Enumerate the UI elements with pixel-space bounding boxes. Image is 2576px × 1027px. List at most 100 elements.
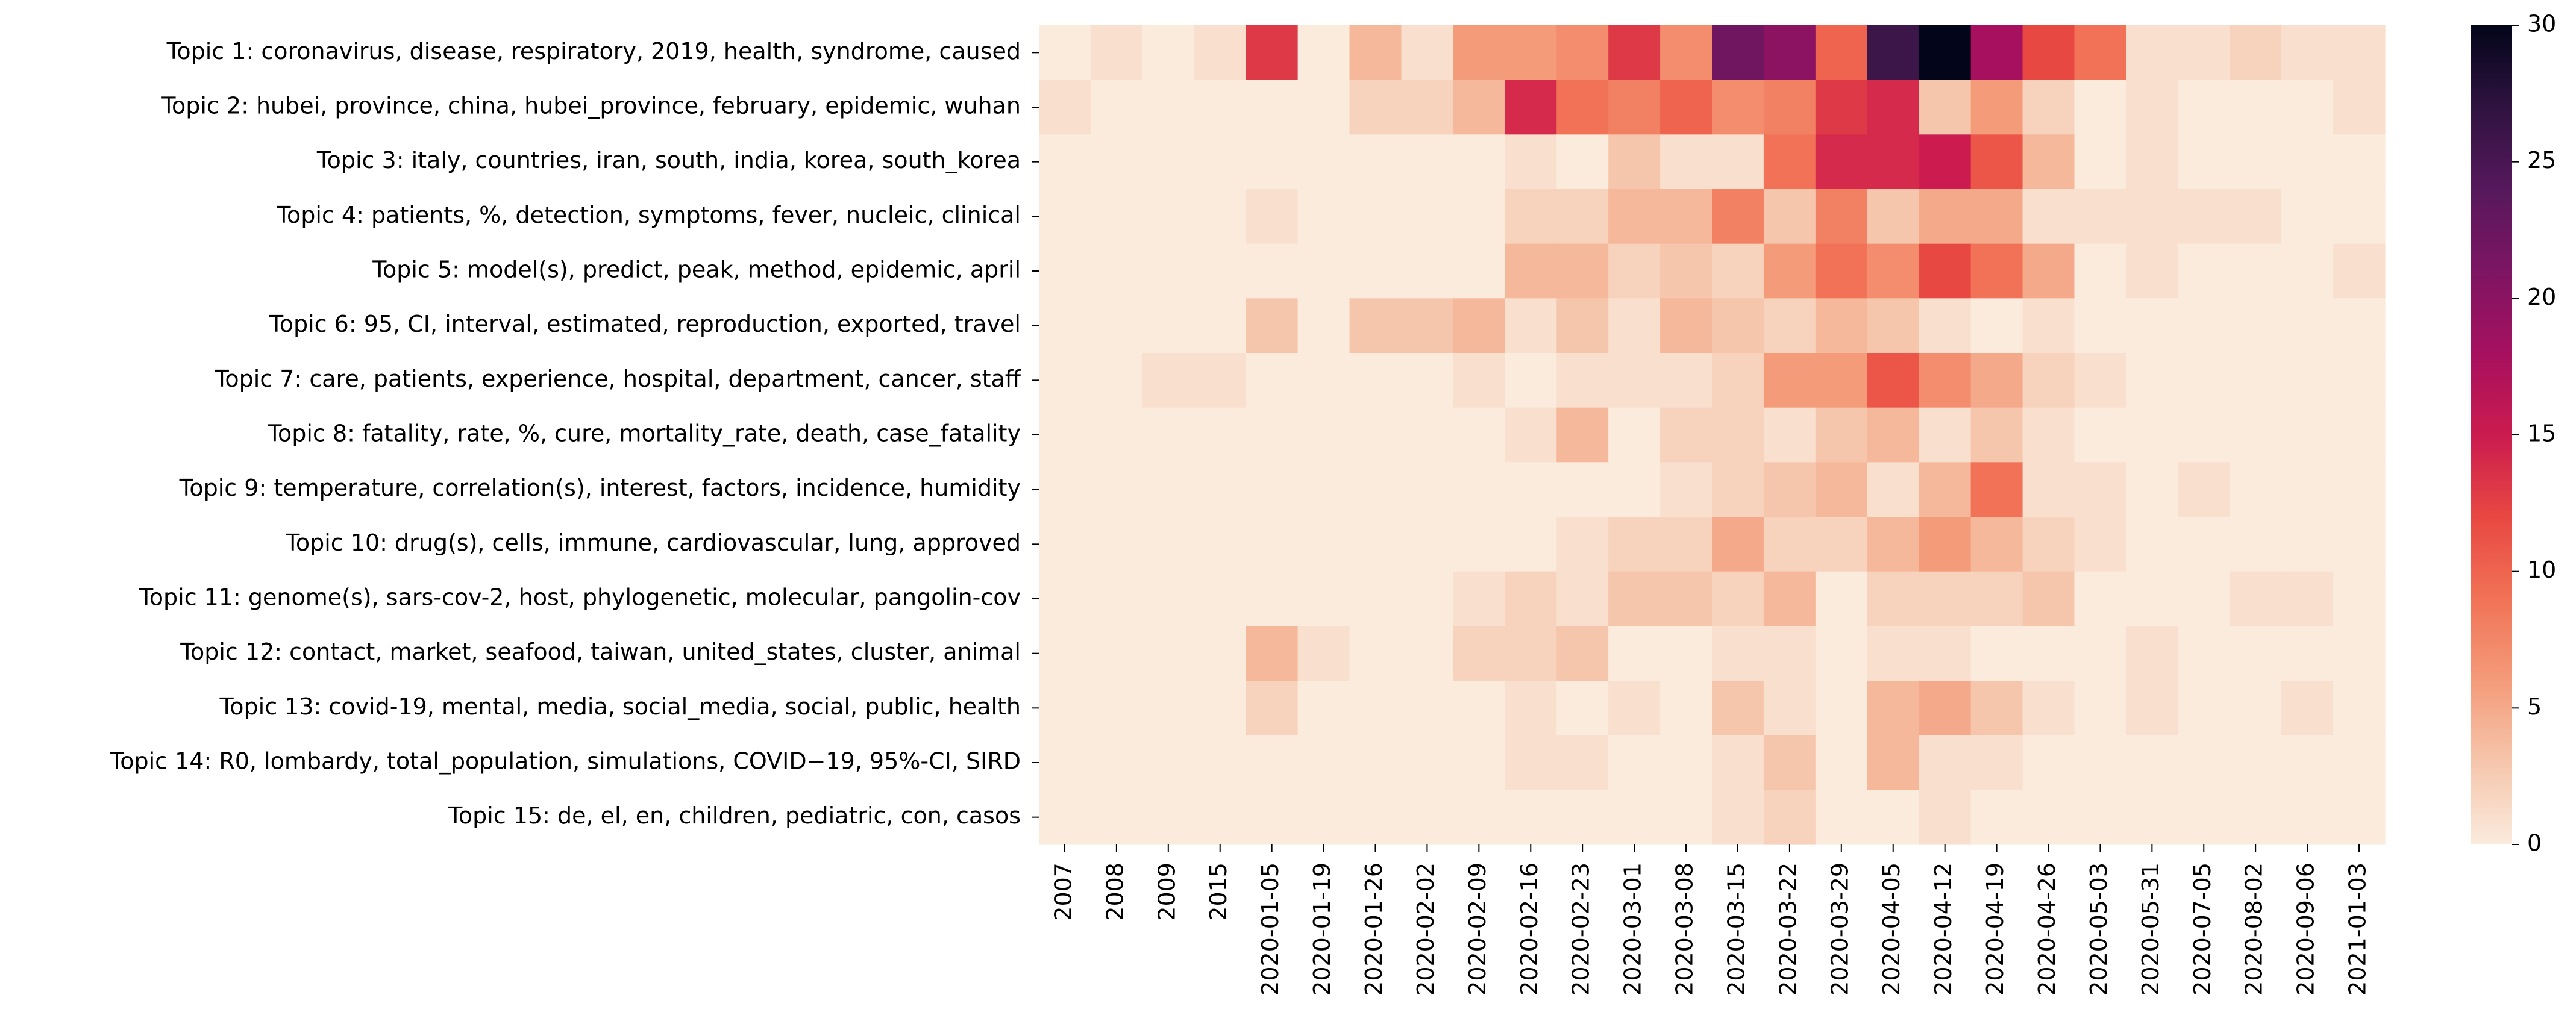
heatmap-cell <box>2022 735 2075 790</box>
colorbar-tick-label: 0 <box>2527 830 2542 857</box>
heatmap-cell <box>1712 790 1764 845</box>
heatmap-cell <box>2022 134 2075 190</box>
heatmap-cell <box>2230 134 2282 190</box>
heatmap-cell <box>1608 25 1661 81</box>
heatmap-cell <box>2333 353 2386 408</box>
heatmap-cell <box>1556 134 1609 190</box>
heatmap-cell <box>2230 571 2282 626</box>
heatmap-cell <box>2281 462 2334 517</box>
heatmap-cell <box>1453 243 1505 299</box>
heatmap-cell <box>1919 790 1972 845</box>
heatmap-cell <box>1660 790 1713 845</box>
heatmap-cell <box>1297 571 1350 626</box>
heatmap-cell <box>1246 407 1299 463</box>
heatmap-cell <box>1142 243 1195 299</box>
heatmap-cell <box>1763 517 1816 572</box>
heatmap-cell <box>1712 571 1764 626</box>
heatmap-cell <box>1763 243 1816 299</box>
heatmap-cell <box>2178 735 2230 790</box>
x-tick-label: 2020-01-05 <box>1257 863 1283 996</box>
colorbar-tick-label: 5 <box>2527 693 2542 720</box>
heatmap-cell <box>1556 735 1609 790</box>
heatmap-cell <box>1867 681 1920 736</box>
heatmap-cell <box>1608 735 1661 790</box>
heatmap-cell <box>1556 298 1609 354</box>
heatmap-cell <box>1039 80 1091 135</box>
heatmap-cell <box>2126 80 2178 135</box>
heatmap-cell <box>2230 735 2282 790</box>
heatmap-cell <box>1246 353 1299 408</box>
heatmap-cell <box>1194 790 1247 845</box>
heatmap-cell <box>1349 735 1402 790</box>
x-axis-labels: 2007 2008 2009 2015 2020-01-05 2020-01-19 2020… <box>1050 844 2371 996</box>
y-tick-label: Topic 15: de, el, en, children, pediatri… <box>448 802 1021 829</box>
heatmap-cell <box>1349 80 1402 135</box>
heatmap-cell <box>1815 134 1868 190</box>
heatmap-cell <box>1556 790 1609 845</box>
heatmap-cell <box>1401 735 1453 790</box>
heatmap-cell <box>1867 25 1920 81</box>
heatmap-cell <box>2178 790 2230 845</box>
heatmap-cell <box>1867 462 1920 517</box>
x-tick-label: 2020-03-22 <box>1775 863 1801 996</box>
heatmap-cell <box>1090 25 1143 81</box>
heatmap-cell <box>1660 517 1713 572</box>
heatmap-cell <box>1505 134 1557 190</box>
heatmap-cell <box>1608 462 1661 517</box>
heatmap-cell <box>1867 189 1920 245</box>
heatmap-cell <box>1815 571 1868 626</box>
heatmap-cell <box>2074 790 2126 845</box>
heatmap-cell <box>1194 298 1247 354</box>
y-tick-label: Topic 8: fatality, rate, %, cure, mortal… <box>267 420 1021 447</box>
heatmap-cell <box>1039 353 1091 408</box>
heatmap-cell <box>1919 626 1972 681</box>
heatmap-cell <box>1712 353 1764 408</box>
x-tick-label: 2007 <box>1050 863 1076 921</box>
x-tick-label: 2020-09-06 <box>2293 863 2319 996</box>
heatmap-cell <box>1194 462 1247 517</box>
x-tick-label: 2020-02-09 <box>1464 863 1491 996</box>
heatmap-cell <box>1556 626 1609 681</box>
heatmap-cell <box>1142 735 1195 790</box>
heatmap-cell <box>2126 134 2178 190</box>
heatmap-cell <box>1297 517 1350 572</box>
heatmap-cell <box>1660 298 1713 354</box>
heatmap-cell <box>2074 571 2126 626</box>
heatmap-cell <box>1246 298 1299 354</box>
heatmap-cell <box>2178 134 2230 190</box>
colorbar: 0 5 10 15 20 25 30 <box>2471 11 2556 857</box>
heatmap-cell <box>1608 681 1661 736</box>
heatmap-cell <box>1246 571 1299 626</box>
heatmap-cell <box>1815 407 1868 463</box>
heatmap-cell <box>1867 407 1920 463</box>
heatmap-cell <box>1556 243 1609 299</box>
heatmap-cell <box>1246 462 1299 517</box>
y-tick-label: Topic 5: model(s), predict, peak, method… <box>372 257 1021 283</box>
heatmap-cell <box>1039 243 1091 299</box>
y-tick-label: Topic 9: temperature, correlation(s), in… <box>179 475 1021 501</box>
heatmap-cell <box>1246 80 1299 135</box>
heatmap-cell <box>2022 407 2075 463</box>
heatmap-cell <box>1556 571 1609 626</box>
heatmap-cell <box>1608 790 1661 845</box>
heatmap-cell <box>1556 517 1609 572</box>
heatmap-cell <box>1763 681 1816 736</box>
heatmap-cell <box>1401 407 1453 463</box>
heatmap-cell <box>1453 571 1505 626</box>
x-tick-label: 2020-04-26 <box>2034 863 2060 996</box>
heatmap-cell <box>1142 353 1195 408</box>
heatmap-cell <box>1608 571 1661 626</box>
heatmap-cell <box>1505 517 1557 572</box>
heatmap-cell <box>1401 134 1453 190</box>
heatmap-cell <box>2281 790 2334 845</box>
heatmap-cell <box>2074 353 2126 408</box>
y-axis-labels: Topic 1: coronavirus, disease, respirato… <box>109 38 1039 829</box>
heatmap-cell <box>1608 189 1661 245</box>
heatmap-cell <box>1039 462 1091 517</box>
heatmap-cell <box>1297 735 1350 790</box>
colorbar-tick-label: 25 <box>2527 147 2556 173</box>
heatmap-cell <box>2230 243 2282 299</box>
heatmap-cell <box>2126 353 2178 408</box>
heatmap-cell <box>1453 517 1505 572</box>
